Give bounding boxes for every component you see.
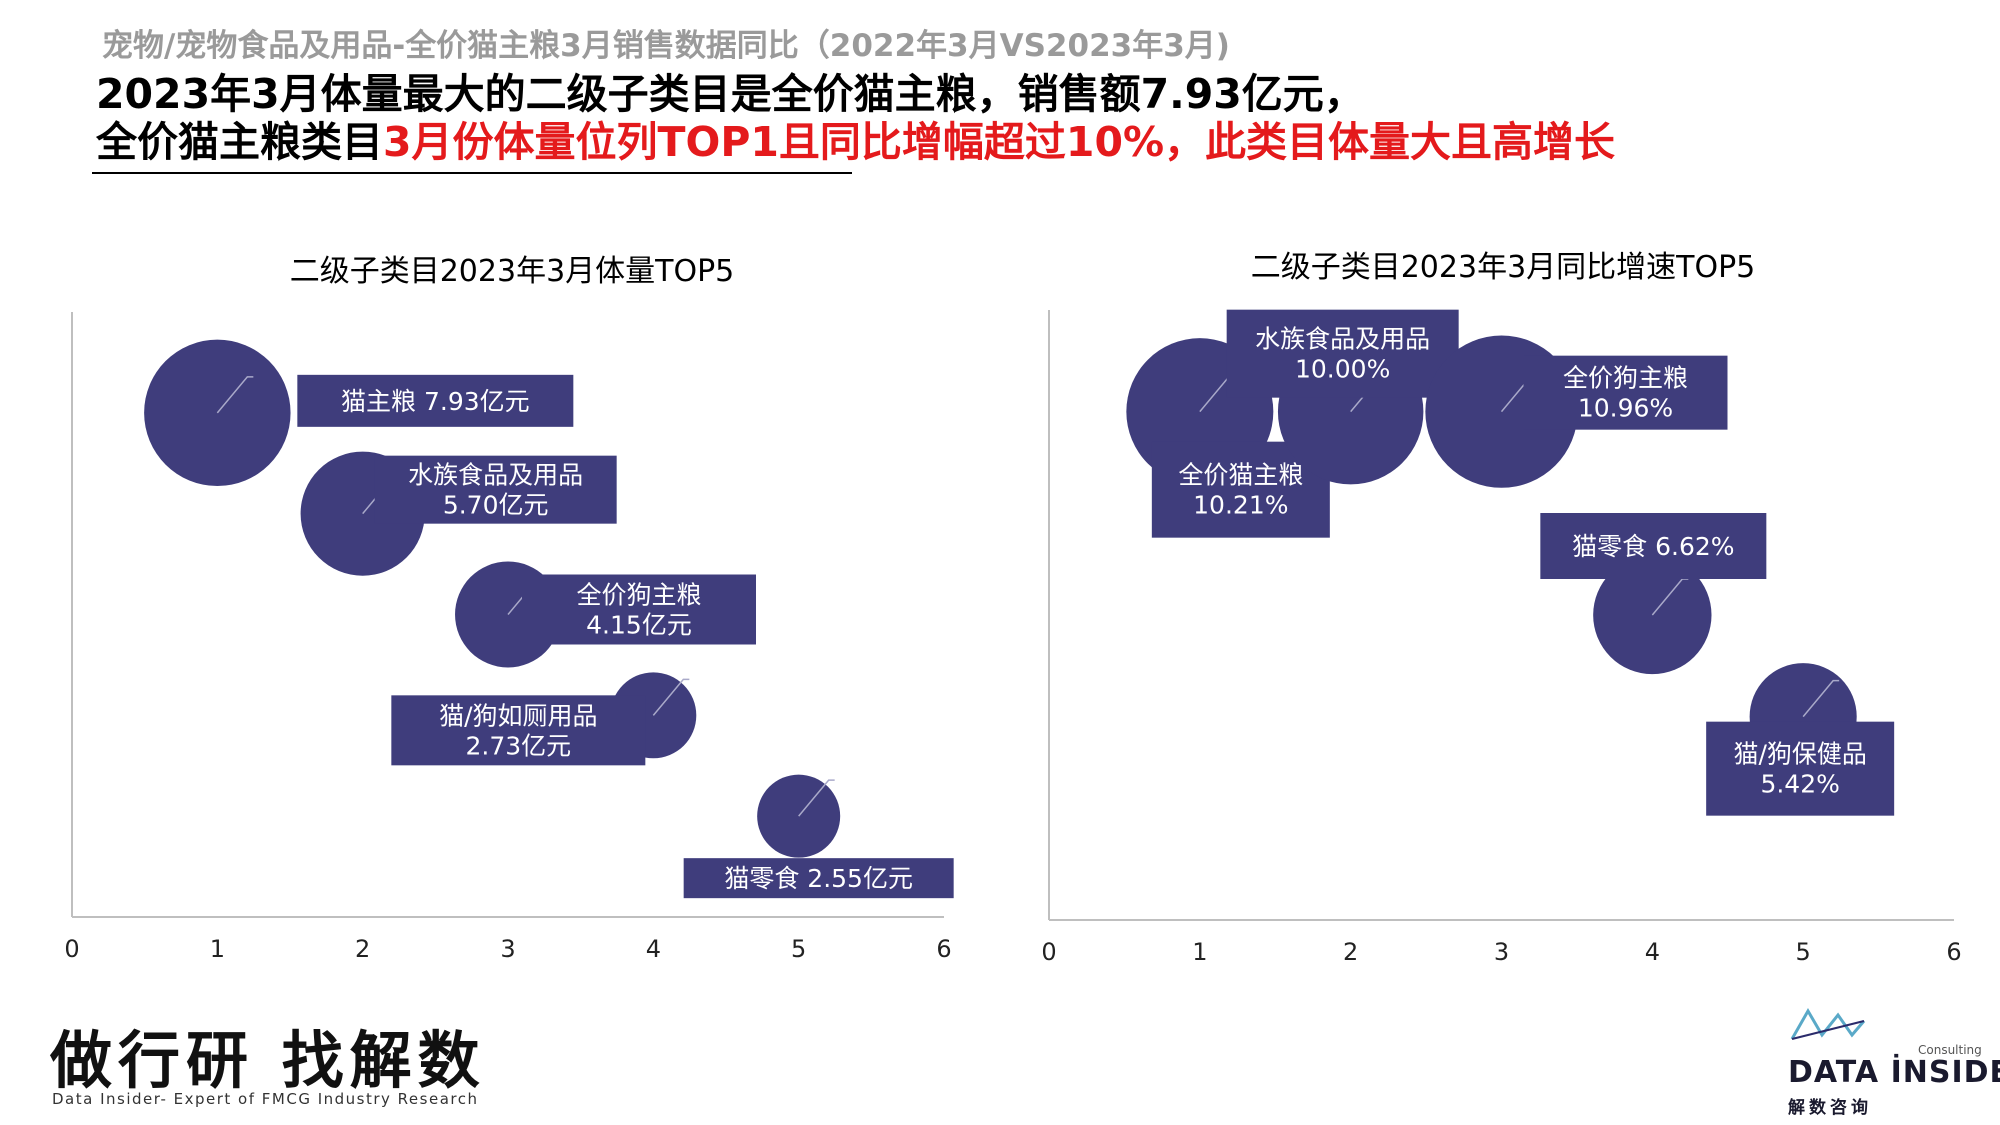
data-label-box: [522, 574, 756, 645]
footer-tagline: Data Insider- Expert of FMCG Industry Re…: [52, 1090, 479, 1108]
x-tick-label: 2: [1343, 938, 1358, 966]
data-label-text: 10.21%: [1193, 491, 1288, 520]
label-leader-line: [798, 779, 835, 817]
data-label-text: 水族食品及用品: [1255, 325, 1430, 354]
logo-wave-icon: [1790, 1008, 1866, 1040]
label-leader-line: [216, 376, 254, 414]
data-label-text: 全价猫主粮: [1178, 461, 1303, 490]
logo-subtitle: 解数咨询: [1788, 1098, 1872, 1118]
data-insider-logo: Consulting DATA İNSIDER 解数咨询: [1788, 1005, 2000, 1118]
x-tick-label: 2: [355, 935, 370, 963]
x-tick-label: 0: [64, 935, 79, 963]
chart-1-title: 二级子类目2023年3月体量TOP5: [289, 254, 735, 289]
data-label-text: 水族食品及用品: [408, 461, 583, 490]
data-label-text: 猫零食 2.55亿元: [724, 864, 913, 893]
headline-line-2-red: 3月份体量位列TOP1且同比增幅超过10%，此类目体量大且高增长: [383, 118, 1616, 166]
volume-bubble-chart: 0 1 2 3 4 5 6 猫主粮 7.93亿元水族食品及用品5.70亿元全价狗主粮4.15亿…: [64, 312, 954, 963]
headline-line-2: 全价猫主粮类目3月份体量位列TOP1且同比增幅超过10%，此类目体量大且高增长: [96, 108, 1615, 168]
x-tick-label: 4: [1645, 938, 1660, 966]
x-tick-label: 3: [1494, 938, 1509, 966]
data-label-text: 全价狗主粮: [576, 581, 701, 610]
data-label-text: 5.42%: [1760, 770, 1839, 799]
footer-slogan: 做行研 找解数: [50, 1024, 486, 1097]
data-label-text: 4.15亿元: [586, 611, 692, 640]
data-label-box: [1706, 721, 1895, 816]
data-label-text: 5.70亿元: [443, 491, 549, 520]
data-label-box: [391, 695, 646, 766]
logo-consulting-text: Consulting: [1918, 1043, 1982, 1057]
data-label-box: [683, 858, 954, 899]
data-label-box: [1226, 309, 1459, 398]
x-tick-label: 3: [500, 935, 515, 963]
label-leader-line: [1802, 679, 1840, 718]
data-label-text: 猫主粮 7.93亿元: [341, 387, 530, 416]
data-label-box: [297, 374, 574, 427]
x-tick-label: 1: [210, 935, 225, 963]
data-label-box: [374, 455, 617, 524]
data-label-text: 猫/狗保健品: [1733, 740, 1866, 769]
data-label-text: 全价狗主粮: [1563, 364, 1688, 393]
data-label-box: [1540, 513, 1767, 579]
data-label-text: 10.00%: [1295, 355, 1390, 384]
x-tick-label: 0: [1041, 938, 1056, 966]
data-label-text: 猫零食 6.62%: [1572, 532, 1734, 561]
chart-2-title: 二级子类目2023年3月同比增速TOP5: [1250, 250, 1756, 285]
data-label-text: 10.96%: [1578, 394, 1673, 423]
supertitle: 宠物/宠物食品及用品-全价猫主粮3月销售数据同比（2022年3月VS2023年3…: [102, 28, 1230, 64]
data-label-text: 2.73亿元: [465, 731, 571, 760]
headline-line-1: 2023年3月体量最大的二级子类目是全价猫主粮，销售额7.93亿元，: [96, 70, 1365, 118]
x-tick-label: 4: [646, 935, 661, 963]
x-tick-label: 5: [1796, 938, 1811, 966]
title-underline: [92, 172, 852, 174]
x-tick-label: 6: [936, 935, 951, 963]
label-leader-line: [652, 678, 690, 716]
x-tick-label: 1: [1192, 938, 1207, 966]
x-tick-label: 5: [791, 935, 806, 963]
logo-name: DATA İNSIDER: [1788, 1055, 2000, 1090]
headline-line-2-black: 全价猫主粮类目: [96, 118, 383, 166]
data-label-text: 猫/狗如厕用品: [439, 701, 597, 730]
data-label-box: [1523, 355, 1728, 430]
x-tick-label: 6: [1946, 938, 1961, 966]
